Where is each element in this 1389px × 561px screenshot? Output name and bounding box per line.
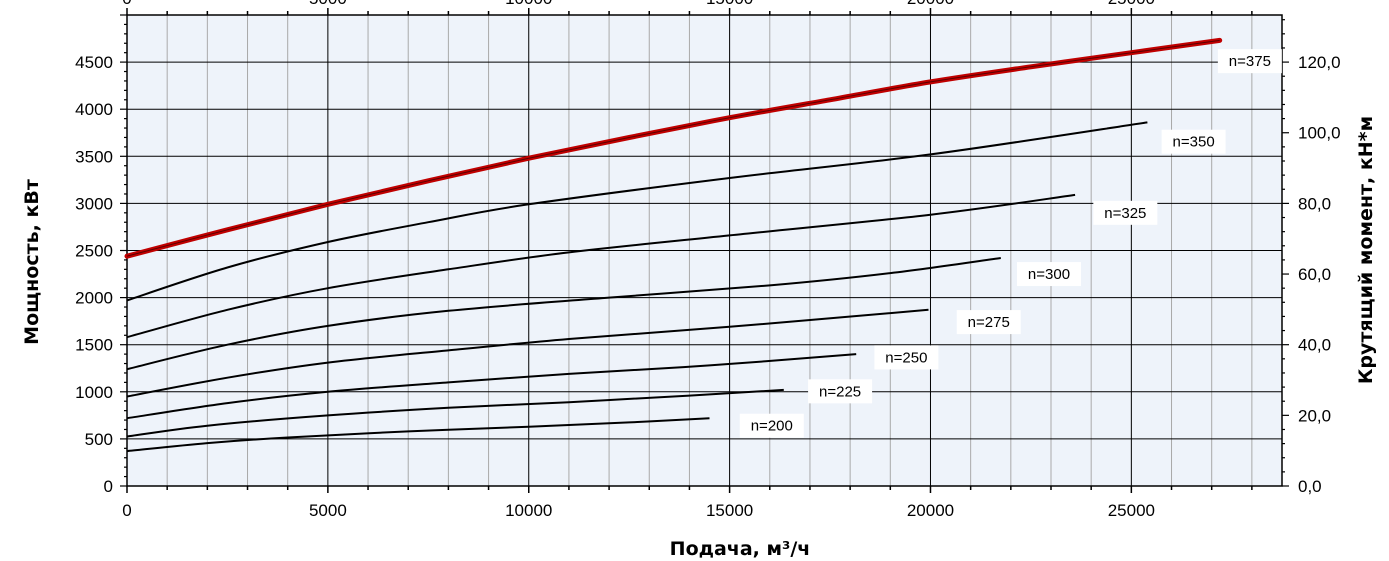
y-tick-label-1: 500 [85,430,113,449]
y-axis-title: Мощность, кВт [21,179,43,345]
x-tick-label-1: 5000 [309,501,347,520]
y2-tick-label-5: 100,0 [1298,124,1341,143]
curve-label-0: n=200 [751,418,793,435]
curve-label-5: n=325 [1104,205,1146,222]
y2-tick-label-6: 120,0 [1298,53,1341,72]
x-top-tick-label-0: 0 [122,0,131,8]
curve-label-4: n=300 [1028,266,1070,283]
x-top-tick-label-3: 15000 [706,0,753,8]
y-tick-label-8: 4000 [75,100,113,119]
curve-label-2: n=250 [885,349,927,366]
x-axis-title: Подача, м³/ч [670,538,811,560]
x-top-tick-label-2: 10000 [505,0,552,8]
x-tick-label-4: 20000 [907,501,954,520]
y-tick-label-6: 3000 [75,194,113,213]
y2-tick-label-3: 60,0 [1298,265,1331,284]
y2-axis-title: Крутящий момент, кН*м [1355,116,1377,384]
x-top-tick-label-5: 25000 [1108,0,1155,8]
y-tick-label-5: 2500 [75,242,113,261]
curve-label-3: n=275 [968,314,1010,331]
x-tick-label-0: 0 [122,501,131,520]
y2-tick-label-0: 0,0 [1298,477,1322,496]
y-tick-label-4: 2000 [75,289,113,308]
x-tick-label-3: 15000 [706,501,753,520]
y2-tick-label-4: 80,0 [1298,194,1331,213]
x-top-tick-label-4: 20000 [907,0,954,8]
curve-label-6: n=350 [1173,134,1215,151]
y-tick-label-3: 1500 [75,336,113,355]
y-tick-label-9: 4500 [75,53,113,72]
y-tick-label-2: 1000 [75,383,113,402]
y-tick-label-7: 3500 [75,147,113,166]
x-tick-label-2: 10000 [505,501,552,520]
y-tick-label-0: 0 [104,477,113,496]
x-tick-label-5: 25000 [1108,501,1155,520]
x-top-tick-label-1: 5000 [309,0,347,8]
curve-label-1: n=225 [819,383,861,400]
y2-tick-label-1: 20,0 [1298,406,1331,425]
curve-label-7: n=375 [1229,53,1271,70]
y2-tick-label-2: 40,0 [1298,336,1331,355]
